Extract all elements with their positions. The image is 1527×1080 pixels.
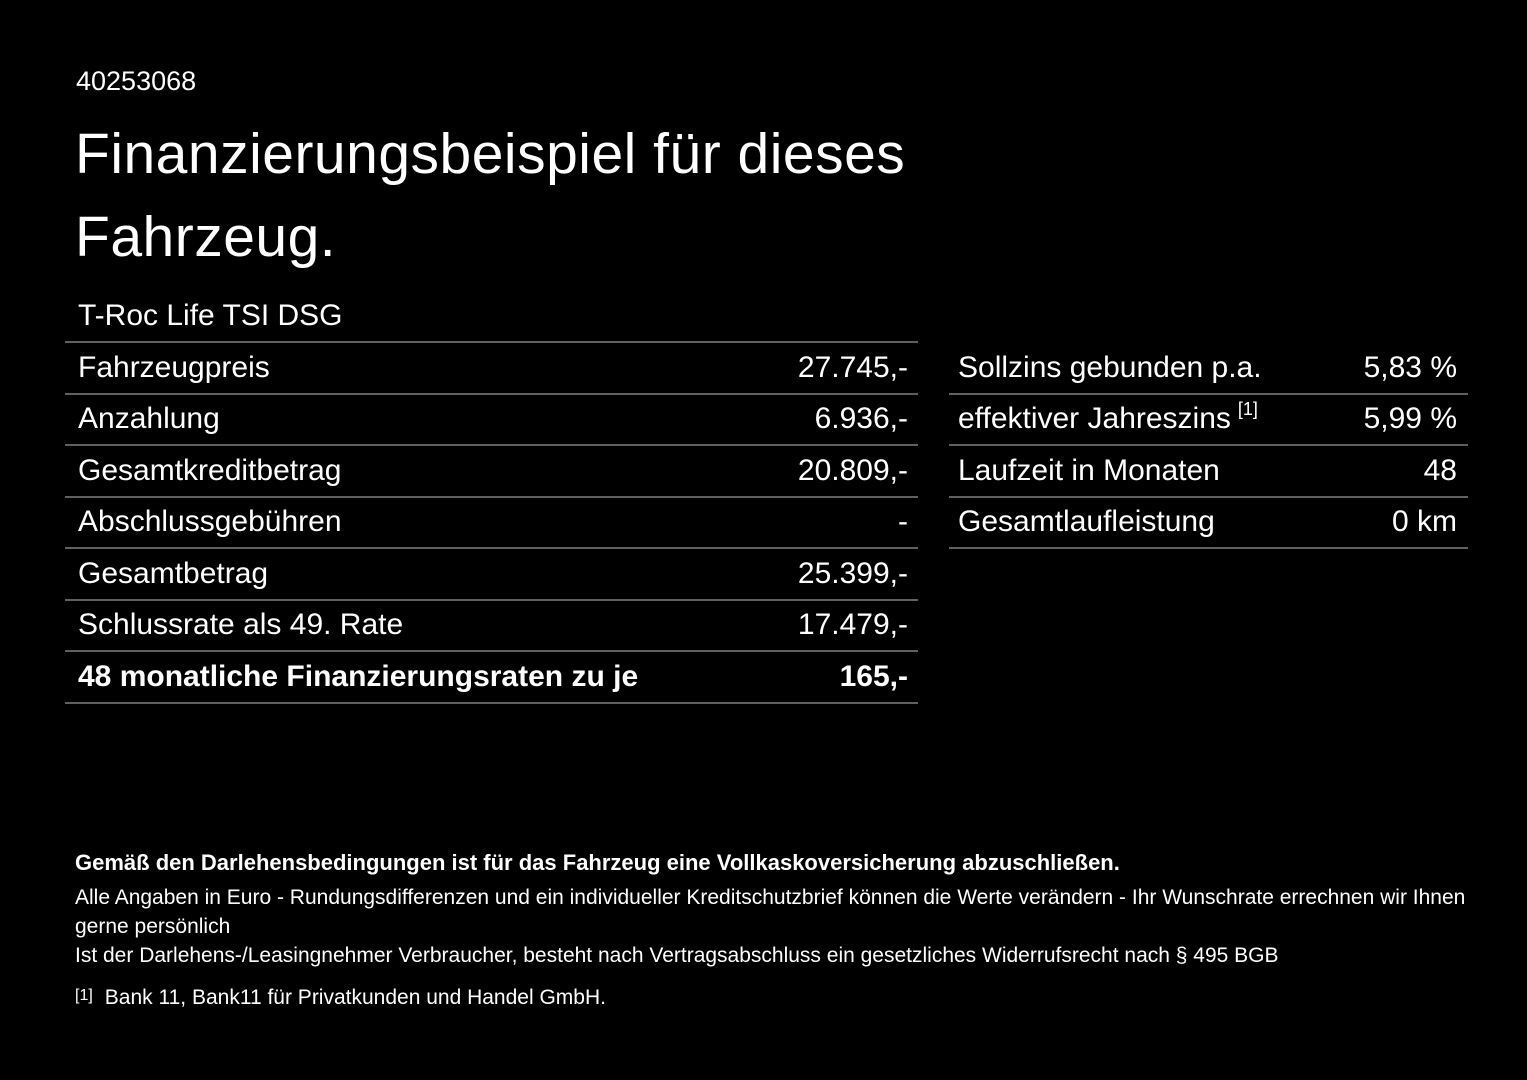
financing-row-abschlussgebuehren: Abschlussgebühren - (65, 498, 918, 549)
conditions-row-laufzeit: Laufzeit in Monaten 48 (949, 446, 1468, 498)
row-value: 17.479,- (797, 608, 908, 642)
footer-footnote: [1] Bank 11, Bank11 für Privatkunden und … (75, 986, 1475, 1010)
page-title-line-1: Finanzierungsbeispiel für dieses (75, 122, 906, 186)
row-label: Gesamtlaufleistung (958, 505, 1215, 539)
row-value: 0 km (1391, 505, 1457, 539)
row-value: 6.936,- (814, 402, 908, 436)
footer-insurance-note: Gemäß den Darlehensbedingungen ist für d… (75, 850, 1120, 875)
footer-note-1: Alle Angaben in Euro - Rundungsdifferenz… (75, 886, 1466, 938)
row-value: - (898, 505, 908, 539)
row-value: 48 (1423, 453, 1457, 487)
row-label: Abschlussgebühren (78, 505, 342, 539)
footer-notes: Gemäß den Darlehensbedingungen ist für d… (75, 849, 1475, 1010)
financing-row-fahrzeugpreis: Fahrzeugpreis 27.745,- (65, 343, 918, 395)
document-id: 40253068 (76, 66, 197, 96)
page-title-line-2: Fahrzeug. (75, 205, 337, 269)
financing-row-monatsrate: 48 monatliche Finanzierungsraten zu je 1… (65, 652, 918, 704)
footer-note-2: Ist der Darlehens-/Leasingnehmer Verbrau… (75, 944, 1279, 967)
row-label: effektiver Jahreszins [1] (958, 399, 1258, 436)
financing-row-gesamtbetrag: Gesamtbetrag 25.399,- (65, 549, 918, 601)
row-value: 25.399,- (797, 556, 908, 590)
footnote-reference: [1] (1237, 399, 1258, 420)
vehicle-name: T-Roc Life TSI DSG (65, 291, 918, 343)
conditions-row-gesamtlaufleistung: Gesamtlaufleistung 0 km (949, 498, 1468, 549)
page-title: Finanzierungsbeispiel für dieses Fahrzeu… (75, 113, 905, 279)
row-label: Gesamtbetrag (78, 556, 269, 590)
row-value: 27.745,- (797, 350, 908, 384)
conditions-table: Sollzins gebunden p.a. 5,83 % effektiver… (949, 343, 1468, 549)
financing-row-anzahlung: Anzahlung 6.936,- (65, 395, 918, 446)
footnote-text: Bank 11, Bank11 für Privatkunden und Han… (104, 986, 606, 1009)
row-label: Sollzins gebunden p.a. (958, 350, 1262, 384)
row-label: 48 monatliche Finanzierungsraten zu je (78, 659, 639, 693)
footnote-marker: [1] (75, 987, 93, 1004)
row-value: 5,83 % (1363, 350, 1457, 384)
row-label: Schlussrate als 49. Rate (78, 608, 404, 642)
row-label: Anzahlung (78, 402, 220, 436)
conditions-row-effektivzins: effektiver Jahreszins [1] 5,99 % (949, 395, 1468, 446)
row-label-text: effektiver Jahreszins (958, 402, 1231, 436)
conditions-row-sollzins: Sollzins gebunden p.a. 5,83 % (949, 343, 1468, 395)
row-label: Fahrzeugpreis (78, 350, 270, 384)
financing-row-schlussrate: Schlussrate als 49. Rate 17.479,- (65, 601, 918, 652)
row-value: 165,- (839, 659, 908, 693)
row-label: Laufzeit in Monaten (958, 453, 1220, 487)
row-label: Gesamtkreditbetrag (78, 453, 342, 487)
financing-table: T-Roc Life TSI DSG Fahrzeugpreis 27.745,… (65, 291, 918, 704)
row-value: 5,99 % (1363, 402, 1457, 436)
row-value: 20.809,- (797, 453, 908, 487)
financing-row-gesamtkreditbetrag: Gesamtkreditbetrag 20.809,- (65, 446, 918, 498)
